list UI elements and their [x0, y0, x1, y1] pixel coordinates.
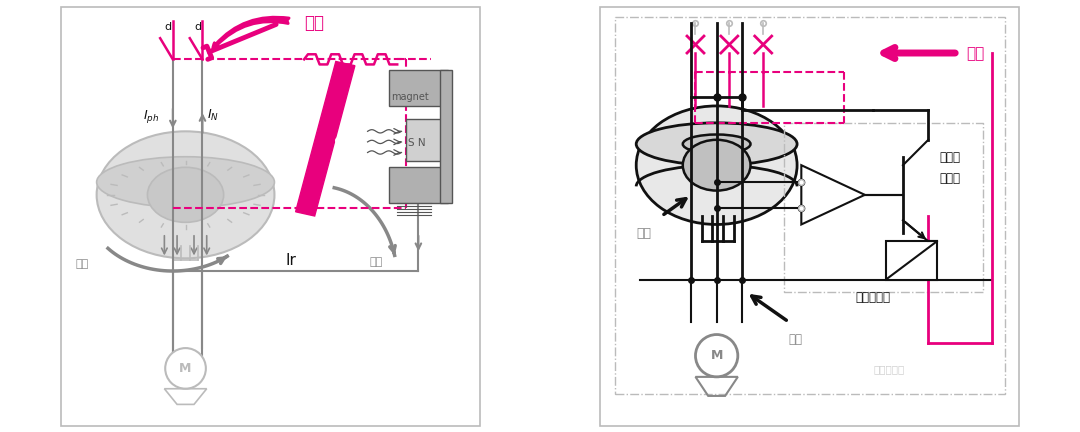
Polygon shape: [801, 165, 865, 225]
Polygon shape: [296, 61, 355, 216]
Text: 差动继电器: 差动继电器: [855, 291, 891, 304]
Text: $I_{ph}$: $I_{ph}$: [144, 108, 160, 125]
Text: 测量: 测量: [788, 333, 802, 346]
Ellipse shape: [636, 106, 797, 225]
Text: $I_N$: $I_N$: [206, 108, 219, 123]
Text: 测量: 测量: [369, 257, 382, 267]
Text: M: M: [711, 349, 723, 362]
Text: S N: S N: [408, 138, 426, 148]
Text: 检测: 检测: [636, 227, 651, 240]
Ellipse shape: [96, 131, 274, 258]
Ellipse shape: [148, 167, 224, 222]
Text: magnet: magnet: [391, 92, 429, 102]
Bar: [406, 119, 444, 161]
Text: M: M: [179, 362, 192, 375]
Circle shape: [696, 334, 738, 377]
Text: d: d: [164, 22, 172, 32]
Ellipse shape: [683, 134, 751, 153]
Circle shape: [165, 348, 206, 389]
Text: 脱扣: 脱扣: [305, 13, 324, 32]
Bar: [389, 167, 448, 203]
Bar: [389, 70, 448, 106]
Text: Ir: Ir: [286, 253, 297, 268]
Text: 独立电: 独立电: [939, 151, 960, 164]
Bar: [886, 241, 936, 280]
Text: 压供电: 压供电: [939, 172, 960, 185]
Text: 脱扣: 脱扣: [967, 47, 985, 61]
Text: 检测: 检测: [76, 259, 89, 269]
FancyBboxPatch shape: [60, 7, 480, 426]
FancyBboxPatch shape: [600, 7, 1020, 426]
Ellipse shape: [96, 157, 274, 207]
Ellipse shape: [683, 140, 751, 191]
Text: d: d: [194, 22, 201, 32]
Bar: [440, 70, 453, 203]
Text: 鼎气设计圈: 鼎气设计圈: [874, 365, 905, 375]
Ellipse shape: [636, 123, 797, 165]
